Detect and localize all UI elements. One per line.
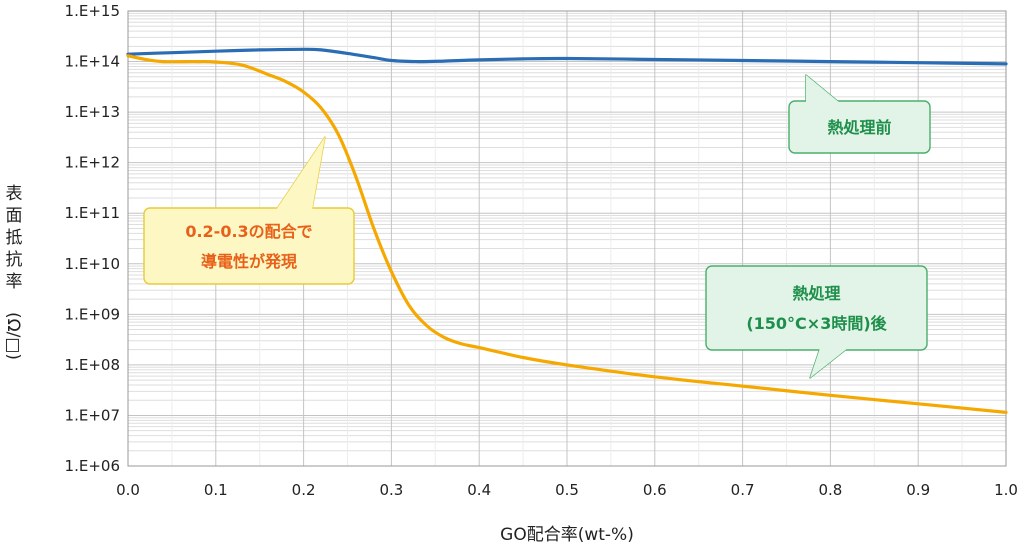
x-tick-label: 0.3 bbox=[379, 481, 403, 499]
callout-after: 熱処理 (150°C×3時間)後 bbox=[705, 265, 928, 379]
y-axis-title: 表面抵抗率 bbox=[6, 184, 23, 292]
y-tick-label: 1.E+09 bbox=[65, 305, 120, 323]
y-tick-label: 1.E+12 bbox=[65, 154, 120, 172]
callout-after-tail-fill bbox=[810, 348, 848, 378]
callout-onset-tail-fill bbox=[276, 137, 325, 210]
y-tick-label: 1.E+08 bbox=[65, 356, 120, 374]
plot-frame bbox=[127, 10, 1007, 467]
callout-after-text: 熱処理 bbox=[792, 284, 840, 303]
x-axis-title: GO配合率(wt-%) bbox=[500, 525, 634, 545]
x-tick-label: 0.9 bbox=[906, 481, 930, 499]
x-tick-label: 0.2 bbox=[292, 481, 316, 499]
y-tick-label: 1.E+11 bbox=[65, 204, 120, 222]
x-tick-label: 0.7 bbox=[731, 481, 755, 499]
series-line-before bbox=[126, 47, 1008, 66]
callout-onset-text: 0.2-0.3の配合で bbox=[185, 222, 312, 241]
callout-onset-box bbox=[143, 207, 355, 285]
x-tick-label: 1.0 bbox=[994, 481, 1018, 499]
x-tick-label: 0.0 bbox=[116, 481, 140, 499]
x-tick-label: 0.4 bbox=[467, 481, 491, 499]
y-tick-labels: 1.E+06 1.E+07 1.E+08 1.E+09 1.E+10 1.E+11 1.E+… bbox=[65, 2, 120, 475]
callout-after-box bbox=[705, 265, 928, 351]
callout-before: 熱処理前 bbox=[788, 74, 931, 154]
x-tick-label: 0.1 bbox=[204, 481, 228, 499]
x-tick-label: 0.8 bbox=[818, 481, 842, 499]
series-layer bbox=[126, 47, 1008, 414]
callout-before-tail-fill bbox=[806, 75, 840, 103]
callout-onset-text: 導電性が発現 bbox=[201, 252, 297, 271]
x-tick-labels: 0.0 0.1 0.2 0.3 0.4 0.5 0.6 0.7 0.8 0.9 1.0 bbox=[116, 481, 1018, 499]
y-tick-label: 1.E+13 bbox=[65, 103, 120, 121]
y-tick-label: 1.E+15 bbox=[65, 2, 120, 20]
x-tick-label: 0.5 bbox=[555, 481, 579, 499]
y-tick-label: 1.E+06 bbox=[65, 457, 120, 475]
y-tick-label: 1.E+14 bbox=[65, 53, 120, 71]
y-axis-title-unit: (Ω/□) bbox=[3, 312, 23, 360]
y-tick-label: 1.E+10 bbox=[65, 255, 120, 273]
callout-before-text: 熱処理前 bbox=[827, 118, 891, 137]
x-tick-label: 0.6 bbox=[643, 481, 667, 499]
y-tick-label: 1.E+07 bbox=[65, 406, 120, 424]
series-line-after bbox=[126, 54, 1008, 414]
callout-after-text: (150°C×3時間)後 bbox=[746, 314, 887, 333]
callout-before-box bbox=[788, 100, 931, 154]
